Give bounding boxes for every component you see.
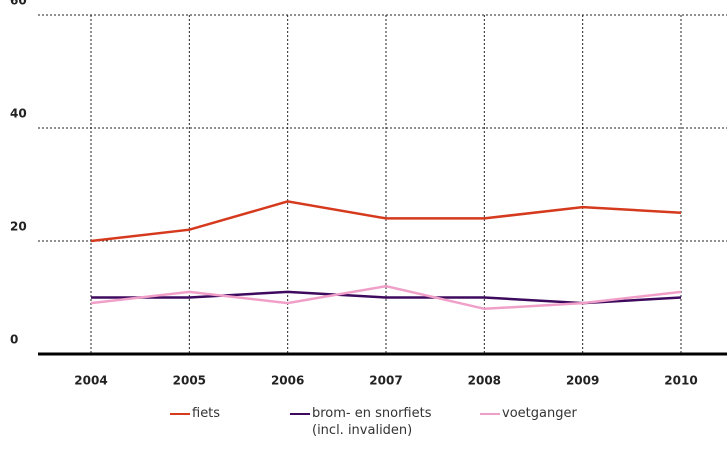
legend-label: fiets — [192, 406, 221, 421]
x-tick-label: 2010 — [664, 374, 697, 388]
legend: fiets brom- en snorfiets (incl. invaliden… — [0, 405, 727, 449]
line — [90, 284, 682, 311]
y-tick-label: 60 — [10, 0, 27, 8]
x-tick-label: 2008 — [468, 374, 501, 388]
x-tick-label: 2006 — [271, 374, 304, 388]
x-tick-label: 2007 — [369, 374, 402, 388]
legend-label: voetganger — [502, 406, 577, 421]
legend-swatch — [170, 413, 190, 415]
x-tick-label: 2005 — [173, 374, 206, 388]
y-tick-label: 0 — [10, 333, 18, 347]
legend-swatch — [480, 413, 500, 415]
chart: 0 20 40 60 2004 2005 2006 2007 2008 2009 2010 — [10, 0, 727, 388]
x-tick-label: 2009 — [566, 374, 599, 388]
legend-swatch — [290, 413, 310, 415]
y-tick-label: 20 — [10, 220, 27, 234]
x-tick-label: 2004 — [74, 374, 107, 388]
legend-label: brom- en snorfiets (incl. invaliden) — [312, 406, 432, 438]
line — [90, 200, 682, 243]
y-tick-label: 40 — [10, 107, 27, 121]
